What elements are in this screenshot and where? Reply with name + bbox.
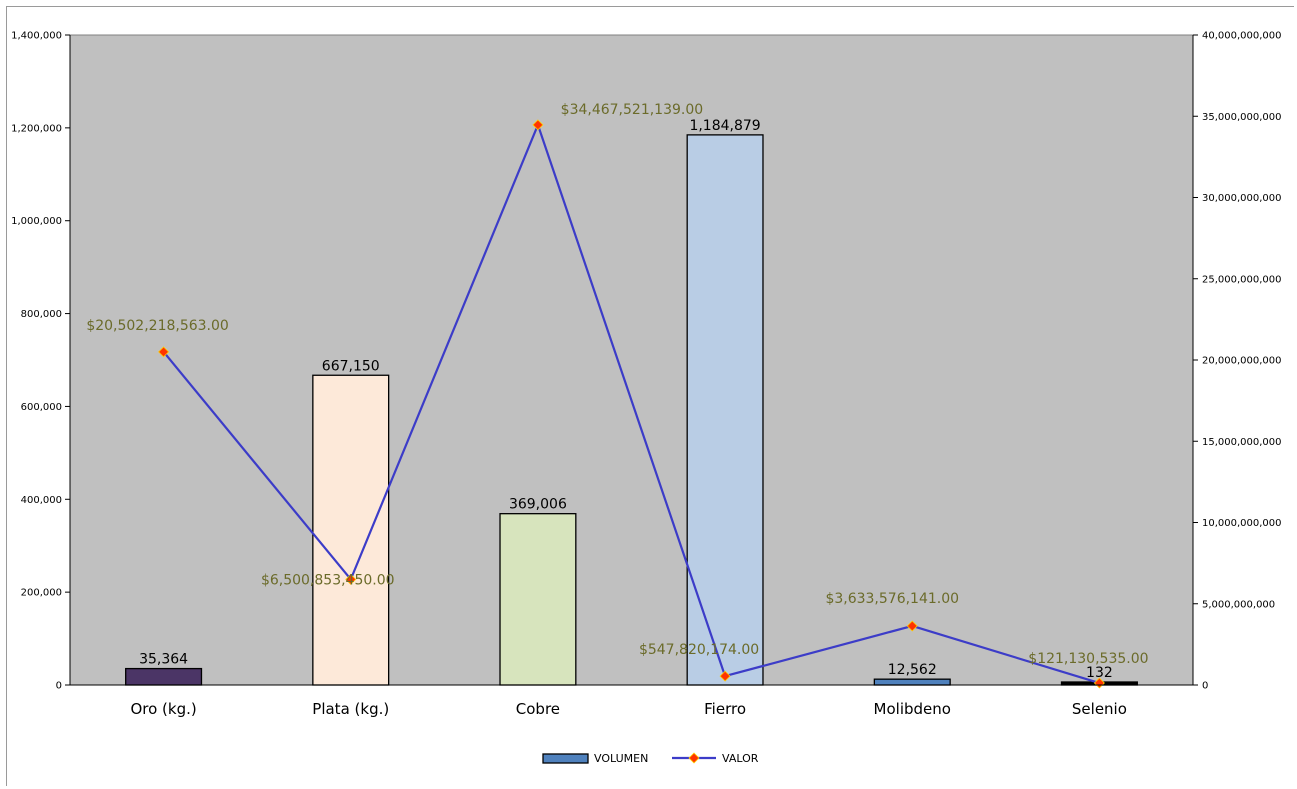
line-series-valor: $20,502,218,563.00 $6,500,853,450.00 $34,4… [86,102,1149,689]
bar [312,374,390,686]
bar-value-label: 12,562 [888,662,937,678]
legend-swatch-valor-marker [688,752,700,764]
left-tick-label: 400,000 [21,495,62,506]
right-tick-label: 35,000,000,000 [1202,112,1282,123]
right-tick-label: 10,000,000,000 [1202,518,1282,529]
bar-value-label: 132 [1086,665,1113,681]
bar [873,678,951,686]
left-tick-label: 800,000 [21,309,62,320]
left-tick-label: 600,000 [21,402,62,413]
bar-value-label: 369,006 [509,497,567,513]
valor-marker [532,119,544,131]
valor-value-label: $547,820,174.00 [639,642,759,658]
valor-line [162,123,1100,685]
right-tick-label: 25,000,000,000 [1202,274,1282,285]
category-label: Molibdeno [874,700,951,718]
category-label: Plata (kg.) [312,700,389,718]
bar-value-label: 35,364 [139,652,188,668]
left-tick-label: 1,200,000 [11,123,62,134]
legend-swatch-volumen [542,753,589,764]
valor-marker [1093,677,1105,689]
left-tick-label: 1,400,000 [11,31,62,42]
valor-marker [345,573,357,585]
valor-value-label: $34,467,521,139.00 [561,102,704,118]
category-label: Cobre [516,700,560,718]
category-label: Oro (kg.) [130,700,196,718]
bar-series-volumen: 35,364 667,150 369,006 1,184,879 12,562 132 [125,118,1138,686]
valor-value-label: $121,130,535.00 [1028,651,1148,667]
bar [499,513,577,686]
plot-area [69,34,1194,686]
legend-label-volumen: VOLUMEN [594,752,648,765]
valor-value-label: $6,500,853,450.00 [261,572,395,588]
left-tick-label: 200,000 [21,588,62,599]
bar-value-label: 667,150 [322,358,380,374]
right-tick-label: 20,000,000,000 [1202,356,1282,367]
valor-marker [906,620,918,632]
valor-marker [158,346,170,358]
left-axis: 0 200,000 400,000 600,000 800,000 1,000,000 1,… [11,31,71,692]
right-tick-label: 30,000,000,000 [1202,193,1282,204]
left-tick-label: 1,000,000 [11,216,62,227]
left-tick-label: 0 [56,681,62,692]
right-tick-label: 40,000,000,000 [1202,31,1282,42]
category-axis: Oro (kg.) Plata (kg.) Cobre Fierro Molibdeno… [70,684,1193,718]
category-label: Selenio [1072,700,1127,718]
chart-frame [6,6,1294,786]
right-axis: 0 5,000,000,000 10,000,000,000 15,000,000,0… [1192,31,1282,692]
right-tick-label: 15,000,000,000 [1202,437,1282,448]
legend-label-valor: VALOR [722,752,759,765]
valor-value-label: $20,502,218,563.00 [86,318,229,334]
category-label: Fierro [704,700,746,718]
bar-value-label: 1,184,879 [689,118,760,134]
legend: VOLUMEN VALOR [542,752,759,765]
right-tick-label: 0 [1202,681,1208,692]
bar [125,667,203,686]
right-tick-label: 5,000,000,000 [1202,599,1275,610]
bar [686,134,764,686]
valor-value-label: $3,633,576,141.00 [825,591,959,607]
valor-marker [719,670,731,682]
